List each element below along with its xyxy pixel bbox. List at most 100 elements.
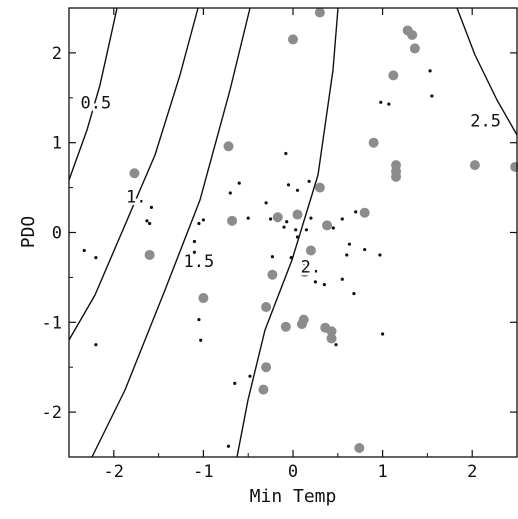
large-point-19 — [322, 220, 333, 231]
small-point-3 — [387, 102, 391, 106]
small-point-26 — [331, 226, 335, 230]
x-tick-label: 1 — [377, 462, 387, 482]
small-point-13 — [201, 218, 205, 222]
large-point-3 — [409, 43, 420, 54]
large-point-11 — [510, 161, 518, 172]
small-point-37 — [352, 291, 356, 296]
small-point-39 — [192, 250, 197, 254]
small-point-43 — [233, 381, 237, 385]
y-tick-label: 0 — [52, 224, 62, 244]
contour-label-2: 1. — [126, 188, 146, 208]
x-tick-label: 2 — [467, 462, 477, 482]
small-point-5 — [149, 205, 154, 209]
large-point-23 — [267, 269, 278, 280]
small-point-24 — [295, 235, 300, 239]
large-point-32 — [261, 362, 272, 373]
small-point-17 — [295, 188, 300, 192]
small-point-10 — [237, 181, 241, 185]
small-point-40 — [197, 318, 201, 322]
large-point-4 — [288, 34, 298, 45]
small-point-16 — [286, 183, 291, 187]
small-point-27 — [309, 216, 313, 220]
small-point-0 — [428, 69, 432, 73]
contour-line-5 — [456, 7, 518, 136]
large-point-0 — [314, 7, 325, 18]
small-point-48 — [363, 247, 367, 252]
large-point-27 — [280, 321, 291, 332]
large-point-18 — [292, 209, 303, 220]
large-point-24 — [198, 293, 209, 304]
y-tick-label: 1 — [52, 134, 62, 154]
plot-frame — [68, 7, 518, 458]
large-point-2 — [407, 29, 418, 40]
small-point-14 — [197, 221, 201, 226]
large-point-30 — [326, 326, 337, 337]
y-tick-label: 2 — [52, 44, 62, 64]
axis-ticks: -2 -1 0 1 2 2 1 0 -1 -2 — [42, 7, 518, 482]
large-point-5 — [388, 70, 399, 81]
large-point-25 — [261, 302, 272, 313]
small-point-30 — [345, 253, 349, 257]
small-point-34 — [313, 280, 317, 284]
large-point-31 — [326, 333, 337, 344]
small-point-49 — [378, 253, 382, 257]
x-tick-label: -2 — [104, 462, 124, 482]
small-point-15 — [284, 151, 288, 156]
small-point-42 — [248, 374, 252, 378]
small-point-1 — [430, 94, 434, 98]
small-point-44 — [226, 444, 231, 448]
large-point-10 — [469, 160, 480, 171]
y-tick-label: -2 — [42, 403, 62, 423]
small-point-6 — [148, 221, 152, 226]
large-point-9 — [391, 171, 402, 182]
contour-label-1: 0.5 — [81, 93, 112, 113]
contour-labels: 0.5 1. 1.5 2. 2.5 — [78, 91, 503, 280]
small-point-20 — [269, 217, 273, 221]
large-point-14 — [144, 249, 155, 260]
small-point-47 — [354, 210, 358, 214]
small-point-25 — [304, 228, 309, 232]
small-point-18 — [307, 179, 311, 183]
small-point-45 — [334, 343, 338, 347]
large-point-33 — [258, 384, 269, 395]
x-tick-label: 0 — [288, 462, 298, 482]
y-tick-label: -1 — [42, 313, 62, 333]
small-point-32 — [289, 256, 293, 260]
small-point-21 — [285, 220, 289, 224]
small-point-33 — [303, 262, 307, 266]
large-point-6 — [368, 137, 379, 148]
data-points — [82, 7, 518, 454]
large-point-21 — [305, 245, 316, 256]
small-point-2 — [379, 100, 383, 104]
small-point-35 — [322, 282, 326, 287]
small-point-38 — [192, 239, 197, 244]
small-point-28 — [340, 217, 344, 221]
small-point-19 — [264, 201, 268, 205]
contour-label-5: 2.5 — [470, 111, 501, 131]
small-point-7 — [82, 248, 86, 253]
small-point-41 — [199, 338, 203, 342]
contour-label-3: 1.5 — [184, 252, 215, 272]
large-point-15 — [314, 182, 325, 193]
contour-line-1 — [68, 7, 118, 181]
large-point-12 — [223, 141, 234, 152]
contour-line-2 — [68, 7, 199, 341]
y-axis-title: PDO — [18, 216, 39, 249]
large-point-13 — [129, 168, 140, 179]
large-point-17 — [272, 212, 283, 223]
large-point-22 — [299, 267, 310, 278]
large-point-20 — [227, 215, 238, 226]
large-point-28 — [296, 319, 307, 330]
small-point-12 — [246, 216, 250, 220]
contour-line-3 — [91, 7, 251, 458]
small-point-46 — [381, 332, 385, 336]
contour-lines — [68, 7, 518, 458]
small-point-4 — [145, 219, 149, 223]
small-point-31 — [270, 255, 274, 259]
large-point-34 — [354, 443, 365, 454]
x-tick-label: -1 — [193, 462, 213, 482]
x-axis-title: Min Temp — [250, 486, 337, 507]
contour-line-4 — [236, 7, 339, 458]
small-point-9 — [94, 343, 98, 347]
